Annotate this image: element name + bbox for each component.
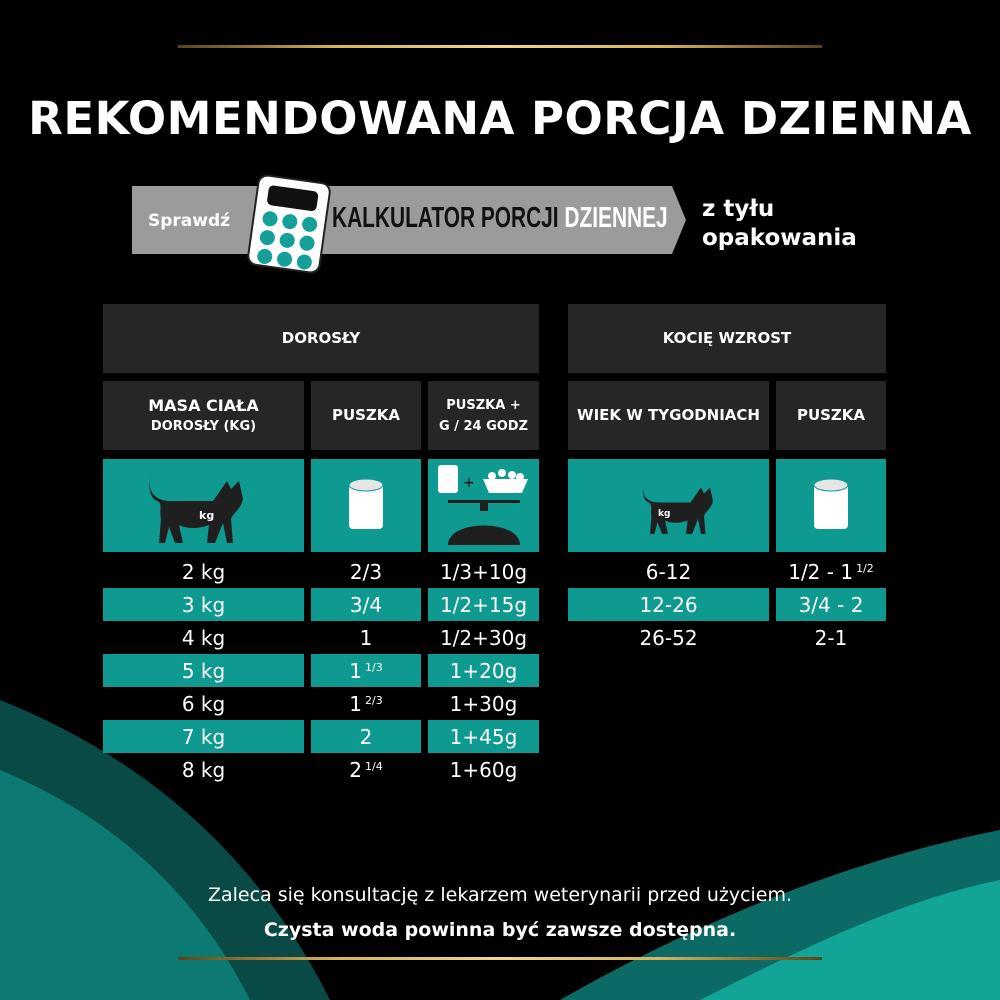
mix-cell-value: 1+30g [449,691,518,716]
weight-cell-value: 2 kg [181,559,226,584]
can-cell-value: 1 [359,625,373,650]
can-cell: 1 [311,621,421,654]
mix-cell: 1+30g [428,687,539,720]
weight-cell: 6 kg [103,687,304,720]
weight-cell-value: 5 kg [181,658,226,683]
adult-col-mix: PUSZKA + G / 24 GODZ [428,381,539,450]
can-cell-value: 2 [359,724,373,749]
can-cell: 1 2/3 [311,687,421,720]
cat-kg-label: kg [199,509,214,522]
weight-cell-value: 7 kg [181,724,226,749]
kitten-can-cell: 3/4 - 2 [776,588,886,621]
svg-text:+: + [463,475,475,491]
can-cell-value: 2/3 [349,559,383,584]
bottom-gold-line [178,957,822,960]
mix-cell-value: 1+45g [449,724,518,749]
can-cell: 2/3 [311,555,421,588]
kitten-col-age: WIEK W TYGODNIACH [568,381,769,450]
kitten-kg-label: kg [658,509,670,519]
top-gold-line [178,45,822,48]
kitten-can-cell-fraction: 1/2 [856,562,874,575]
back-line2: opakowania [702,225,857,251]
col-mix-line1: PUSZKA + [446,397,521,413]
adult-header: DOROSŁY [103,304,539,373]
can-cell: 2 [311,720,421,753]
age-cell: 26-52 [568,621,769,654]
kitten-cat-icon: kg [642,480,713,534]
page-title: REKOMENDOWANA PORCJA DZIENNA [28,92,972,145]
age-cell-value: 26-52 [639,625,698,650]
footer-vet-advice: Zaleca się konsultację z lekarzem wetery… [207,884,793,906]
can-cell: 3/4 [311,588,421,621]
footer-water-note: Czysta woda powinna być zawsze dostępna. [263,919,737,941]
kitten-can-icon [813,478,849,529]
can-icon [348,478,384,529]
col-mix-line2: G / 24 GODZ [438,418,529,434]
banner-calculator-label: KALKULATOR PORCJI DZIENNEJ [332,202,668,235]
col-weight-line2: DOROSŁY (KG) [150,418,257,434]
mix-cell-value: 1+20g [449,658,518,683]
banner-check-label: Sprawdź [148,211,231,231]
can-cell-value: 1 [349,658,363,683]
cat-icon-cell: kg [103,459,304,552]
kitten-can-cell-value: 1/2 - 1 [788,559,854,584]
weight-cell: 2 kg [103,555,304,588]
back-line1: z tyłu [702,196,775,222]
can-plus-dry-scale-icon-cell: + [428,459,539,552]
weight-cell-value: 3 kg [181,592,226,617]
can-cell-fraction: 1/4 [365,760,383,773]
calc-light-text: DZIENNEJ [564,202,668,234]
age-cell: 6-12 [568,555,769,588]
banner-back-text: z tyłu opakowania [702,195,857,253]
weight-cell: 7 kg [103,720,304,753]
weight-cell: 4 kg [103,621,304,654]
mix-cell: 1+60g [428,753,539,786]
can-cell-fraction: 2/3 [365,694,383,707]
weight-cell-value: 8 kg [181,757,226,782]
can-cell: 2 1/4 [311,753,421,786]
kitten-can-cell: 1/2 - 1 1/2 [776,555,886,588]
mix-cell: 1/2+15g [428,588,539,621]
kitten-can-cell-value: 2-1 [814,625,848,650]
kitten-col-can: PUSZKA [776,381,886,450]
calculator-icon [245,173,333,275]
can-cell: 1 1/3 [311,654,421,687]
can-icon-cell [311,459,421,552]
kitten-can-cell-value: 3/4 - 2 [798,592,864,617]
age-cell: 12-26 [568,588,769,621]
mix-cell-value: 1/2+30g [439,625,528,650]
age-cell-value: 6-12 [645,559,692,584]
can-cell-fraction: 1/3 [365,661,383,674]
kitten-header: KOCIĘ WZROST [568,304,886,373]
weight-cell-value: 4 kg [181,625,226,650]
cat-icon: kg [149,471,243,543]
can-cell-value: 1 [349,691,363,716]
mix-cell: 1/3+10g [428,555,539,588]
kitten-can-cell: 2-1 [776,621,886,654]
weight-cell-value: 6 kg [181,691,226,716]
kitten-cat-icon-cell: kg [568,459,769,552]
age-cell-value: 12-26 [639,592,698,617]
weight-cell: 3 kg [103,588,304,621]
calc-dark-text: KALKULATOR PORCJI [332,202,565,234]
adult-col-can: PUSZKA [311,381,421,450]
mix-cell: 1+20g [428,654,539,687]
can-cell-value: 3/4 [349,592,383,617]
mix-cell-value: 1+60g [449,757,518,782]
kitten-can-icon-cell [776,459,886,552]
scale-icon: + [438,465,528,545]
weight-cell: 8 kg [103,753,304,786]
weight-cell: 5 kg [103,654,304,687]
mix-cell: 1/2+30g [428,621,539,654]
calculator-banner [132,186,686,254]
can-cell-value: 2 [349,757,363,782]
col-weight-line1: MASA CIAŁA [148,395,259,415]
mix-cell: 1+45g [428,720,539,753]
mix-cell-value: 1/2+15g [439,592,528,617]
adult-col-weight: MASA CIAŁA DOROSŁY (KG) [103,381,304,450]
mix-cell-value: 1/3+10g [439,559,528,584]
